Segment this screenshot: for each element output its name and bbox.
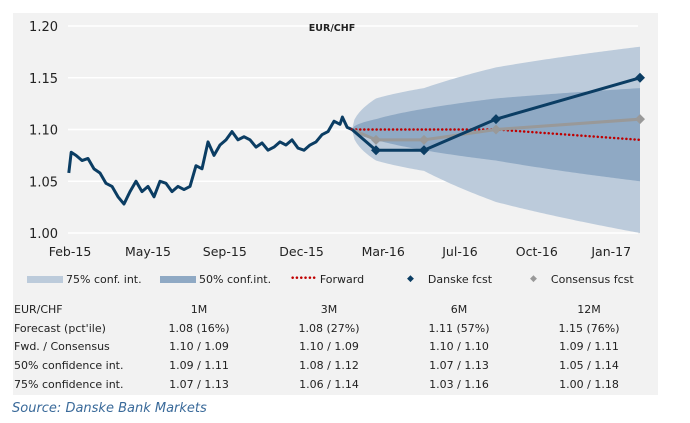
y-tick-label: 1.15 (29, 72, 58, 87)
x-tick-label: Mar-16 (362, 244, 405, 259)
forecast-table: EUR/CHF 1M 3M 6M 12M Forecast (pct'ile) 1.08 … (14, 300, 654, 393)
table-header-row: EUR/CHF 1M 3M 6M 12M (14, 300, 654, 319)
table-header: 3M (320, 302, 338, 316)
table-row: 75% confidence int. 1.07 / 1.13 1.06 / 1.1… (14, 375, 654, 394)
legend-label: Danske fcst (427, 272, 493, 286)
legend-consensus: ◆ Consensus fcst (530, 272, 634, 286)
table-cell: 1.08 (27%) (298, 321, 360, 335)
x-tick-label: Oct-16 (516, 244, 558, 259)
x-tick-label: Dec-15 (279, 244, 324, 259)
dotted-line-icon: •••••• (290, 274, 317, 284)
table-cell: 1.10 / 1.09 (169, 340, 229, 354)
table-cell: 1.08 / 1.12 (299, 358, 359, 372)
danske-forecast-point (419, 145, 429, 156)
x-tick-label: Feb-15 (49, 244, 92, 259)
table-cell: 1.09 / 1.11 (559, 340, 619, 354)
consensus-forecast-point (635, 114, 645, 125)
table-cell: 1.07 / 1.13 (429, 358, 489, 372)
table-cell: 1.09 / 1.11 (169, 358, 229, 372)
table-cell: 1.10 / 1.10 (429, 340, 489, 354)
row-label: 50% confidence int. (14, 358, 124, 372)
table-header: EUR/CHF (14, 302, 63, 316)
x-tick-label: Sep-15 (203, 244, 247, 259)
danske-forecast-point (635, 72, 645, 83)
table-row: Forecast (pct'ile) 1.08 (16%) 1.08 (27%) 1.… (14, 319, 654, 338)
row-label: 75% confidence int. (14, 377, 124, 391)
table-header: 12M (577, 302, 601, 316)
table-cell: 1.15 (76%) (558, 321, 620, 335)
danske-forecast-point (371, 145, 381, 156)
y-tick-label: 1.05 (29, 175, 58, 190)
history-line (67, 115, 353, 206)
legend-danske: ◆ Danske fcst (407, 272, 492, 286)
y-tick-label: 1.10 (29, 124, 58, 139)
table-cell: 1.10 / 1.09 (299, 340, 359, 354)
x-tick-label: Jan-17 (590, 244, 631, 259)
chart-title: EUR/CHF (309, 23, 355, 34)
legend-label: 75% conf. int. (66, 272, 142, 286)
legend-50-band: 50% conf.int. (160, 272, 271, 286)
table-row: Fwd. / Consensus 1.10 / 1.09 1.10 / 1.09 1.… (14, 337, 654, 356)
table-cell: 1.06 / 1.14 (299, 377, 359, 391)
row-label: Forecast (pct'ile) (14, 321, 106, 335)
table-cell: 1.05 / 1.14 (559, 358, 619, 372)
table-header: 1M (190, 302, 208, 316)
legend-swatch-75 (27, 275, 63, 283)
table-cell: 1.03 / 1.16 (429, 377, 489, 391)
x-tick-label: May-15 (125, 244, 171, 259)
eurchf-chart: 1.00 1.05 1.10 1.15 1.20 Feb-15 May-15 Sep-15 De… (29, 20, 645, 259)
x-tick-label: Jul-16 (441, 244, 478, 259)
diamond-icon: ◆ (530, 274, 537, 284)
table-cell: 1.08 (16%) (168, 321, 230, 335)
legend-label: Consensus fcst (550, 272, 634, 286)
consensus-forecast-point (371, 134, 381, 145)
y-tick-label: 1.20 (29, 20, 58, 35)
danske-forecast-point (491, 114, 501, 125)
legend-label: Forward (319, 272, 365, 286)
source-note: Source: Danske Bank Markets (12, 401, 207, 416)
legend-label: 50% conf.int. (199, 272, 272, 286)
consensus-forecast-point (491, 124, 501, 135)
diamond-icon: ◆ (407, 274, 414, 284)
confidence-band (352, 88, 640, 182)
table-row: 50% confidence int. 1.09 / 1.11 1.08 / 1.1… (14, 356, 654, 375)
legend-75-band: 75% conf. int. (27, 272, 142, 286)
legend-swatch-50 (160, 275, 196, 283)
table-cell: 1.00 / 1.18 (559, 377, 619, 391)
row-label: Fwd. / Consensus (14, 340, 110, 354)
y-tick-label: 1.00 (29, 227, 58, 242)
table-cell: 1.07 / 1.13 (169, 377, 229, 391)
forward-line (350, 128, 642, 142)
table-header: 6M (450, 302, 468, 316)
consensus-forecast-point (419, 134, 429, 145)
legend-forward: •••••• Forward (290, 272, 364, 286)
table-cell: 1.11 (57%) (428, 321, 490, 335)
